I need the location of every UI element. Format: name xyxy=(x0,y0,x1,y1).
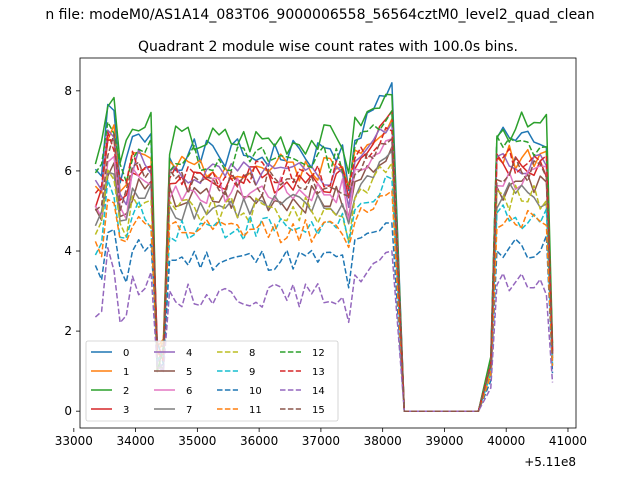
x-tick-label: 40000 xyxy=(487,434,525,448)
legend-label-12: 12 xyxy=(312,348,325,359)
x-tick-label: 41000 xyxy=(549,434,587,448)
legend-label-14: 14 xyxy=(312,386,325,397)
legend-label-5: 5 xyxy=(186,367,192,378)
x-axis: 33000 34000 35000 36000 37000 38000 39000 40000… xyxy=(55,428,587,448)
legend-box xyxy=(85,340,339,422)
legend-label-4: 4 xyxy=(186,348,192,359)
series-line-13 xyxy=(94,126,554,412)
y-tick-label: 2 xyxy=(64,324,72,338)
y-tick-label: 4 xyxy=(64,244,72,258)
legend-label-1: 1 xyxy=(123,367,129,378)
x-tick-label: 35000 xyxy=(178,434,216,448)
legend-label-3: 3 xyxy=(123,405,129,416)
legend-label-9: 9 xyxy=(249,367,255,378)
legend-label-8: 8 xyxy=(249,348,255,359)
legend-label-11: 11 xyxy=(249,405,262,416)
y-axis: 0 2 4 6 8 xyxy=(64,84,80,418)
legend-label-0: 0 xyxy=(123,348,129,359)
x-offset-label: +5.11e8 xyxy=(524,455,576,469)
legend-label-6: 6 xyxy=(186,386,192,397)
y-tick-label: 8 xyxy=(64,84,72,98)
axes-frame xyxy=(79,57,577,429)
x-tick-label: 37000 xyxy=(302,434,340,448)
legend-label-13: 13 xyxy=(312,367,325,378)
legend-label-15: 15 xyxy=(312,405,325,416)
legend-label-2: 2 xyxy=(123,386,129,397)
y-tick-label: 6 xyxy=(64,164,72,178)
plot-lines xyxy=(94,82,554,412)
series-line-12 xyxy=(94,110,554,412)
series-line-15 xyxy=(94,133,554,412)
x-tick-label: 38000 xyxy=(364,434,402,448)
legend-label-10: 10 xyxy=(249,386,262,397)
y-tick-label: 0 xyxy=(64,404,72,418)
x-tick-label: 33000 xyxy=(55,434,93,448)
legend-label-7: 7 xyxy=(186,405,192,416)
x-tick-label: 36000 xyxy=(240,434,278,448)
x-tick-label: 34000 xyxy=(116,434,154,448)
chart-title: Quadrant 2 module wise count rates with … xyxy=(138,39,518,55)
x-tick-label: 39000 xyxy=(425,434,463,448)
figure-suptitle: n file: modeM0/AS1A14_083T06_9000006558_… xyxy=(45,7,594,23)
